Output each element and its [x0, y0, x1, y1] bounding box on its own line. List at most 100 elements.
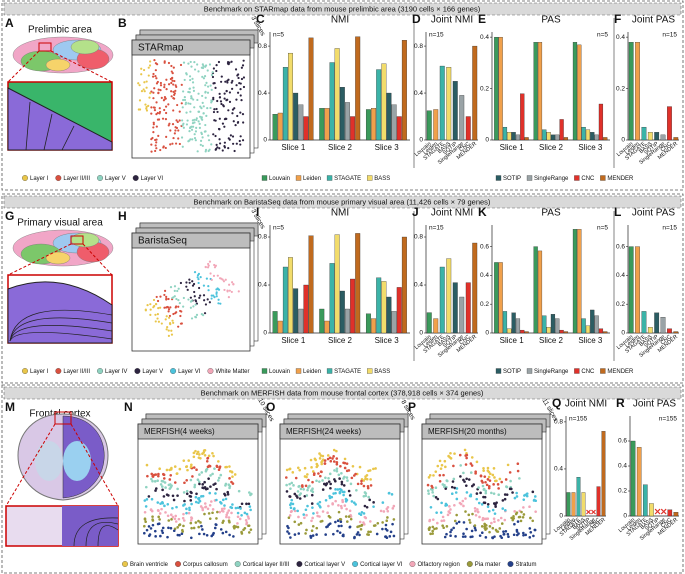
- cell-dot: [197, 281, 200, 285]
- cell-dot: [165, 87, 168, 91]
- cell-dot: [490, 491, 493, 495]
- cell-dot: [238, 517, 242, 521]
- cell-dot: [336, 488, 340, 491]
- cell-dot: [219, 528, 223, 531]
- cell-dot: [239, 135, 242, 138]
- cell-dot: [242, 76, 246, 79]
- legend-swatch: [207, 368, 214, 374]
- cell-dot: [157, 306, 160, 310]
- cell-dot: [337, 524, 341, 528]
- cell-dot: [228, 533, 231, 537]
- cell-dot: [435, 511, 438, 514]
- cell-dot: [190, 95, 193, 98]
- cell-dot: [492, 517, 496, 521]
- y-tick-label: 0.6: [480, 243, 489, 250]
- cell-dot: [308, 484, 311, 488]
- cell-dot: [149, 303, 152, 306]
- cell-dot: [332, 532, 335, 536]
- cell-dot: [311, 480, 314, 484]
- bar: [520, 329, 525, 334]
- cell-dot: [223, 125, 226, 128]
- cell-dot: [217, 60, 221, 64]
- cell-dot: [225, 513, 228, 517]
- cell-dot: [457, 520, 461, 524]
- cell-dot: [180, 532, 184, 536]
- cell-dot: [209, 474, 212, 477]
- cell-dot: [226, 493, 230, 496]
- cell-dot: [185, 72, 188, 75]
- section-frame: [1, 0, 684, 191]
- cell-dot: [222, 105, 225, 108]
- cell-dot: [494, 505, 497, 508]
- cell-dot: [168, 316, 171, 319]
- cell-dot: [505, 493, 509, 496]
- bar: [324, 320, 330, 334]
- cell-dot: [226, 511, 229, 514]
- cell-dot: [189, 499, 193, 502]
- cell-dot: [311, 516, 314, 520]
- roi-box: [54, 411, 72, 425]
- bar: [590, 132, 595, 141]
- cell-dot: [245, 502, 248, 506]
- cell-dot: [199, 105, 202, 108]
- legend-swatch: [55, 175, 62, 181]
- cell-dot: [184, 103, 187, 106]
- cell-dot: [318, 500, 322, 504]
- cell-dot: [212, 531, 215, 535]
- cell-dot: [519, 519, 523, 523]
- bar: [371, 108, 377, 141]
- cell-dot: [159, 84, 163, 87]
- cell-dot: [234, 506, 238, 510]
- cell-dot: [194, 130, 198, 133]
- cell-dot: [179, 63, 183, 67]
- cell-dot: [204, 265, 207, 269]
- y-tick-label: 0: [263, 137, 267, 144]
- cell-dot: [307, 478, 310, 482]
- cell-dot: [299, 487, 303, 491]
- cell-dot: [210, 297, 213, 300]
- bar: [542, 315, 547, 334]
- cell-dot: [432, 494, 435, 498]
- cell-dot: [310, 502, 314, 505]
- bar: [667, 106, 672, 141]
- cell-dot: [230, 511, 233, 515]
- cell-dot: [166, 305, 169, 309]
- cell-dot: [485, 483, 489, 487]
- cell-dot: [207, 264, 210, 267]
- cell-dot: [486, 502, 490, 506]
- legend-swatch: [97, 175, 103, 181]
- chart-title: Joint PAS: [633, 399, 676, 410]
- panel-letter: Q: [552, 396, 561, 410]
- cell-dot: [477, 486, 480, 489]
- cell-dot: [165, 298, 168, 301]
- bar: [339, 290, 345, 334]
- cell-dot: [178, 302, 181, 305]
- cell-dot: [156, 317, 159, 320]
- cell-dot: [210, 500, 213, 503]
- cell-dot: [339, 464, 342, 468]
- cell-dot: [170, 90, 173, 93]
- cell-dot: [293, 533, 297, 536]
- cell-dot: [233, 526, 236, 530]
- bar: [577, 44, 582, 141]
- cell-dot: [158, 467, 161, 470]
- cell-dot: [465, 477, 468, 481]
- cell-dot: [427, 476, 431, 479]
- bar: [465, 282, 471, 334]
- cell-dot: [459, 475, 462, 478]
- bar: [433, 109, 439, 141]
- cell-dot: [486, 478, 490, 481]
- cell-dot: [239, 82, 242, 85]
- bar: [673, 137, 679, 141]
- cell-dot: [484, 491, 488, 495]
- legend-label: STAGATE: [334, 176, 361, 182]
- bar: [277, 112, 283, 141]
- bar: [494, 36, 499, 141]
- cell-dot: [321, 454, 325, 458]
- legend-label: Louvain: [269, 369, 290, 375]
- cell-dot: [346, 479, 349, 482]
- cell-dot: [143, 499, 147, 502]
- cell-dot: [217, 298, 220, 301]
- cell-dot: [162, 472, 165, 476]
- cell-dot: [142, 68, 146, 72]
